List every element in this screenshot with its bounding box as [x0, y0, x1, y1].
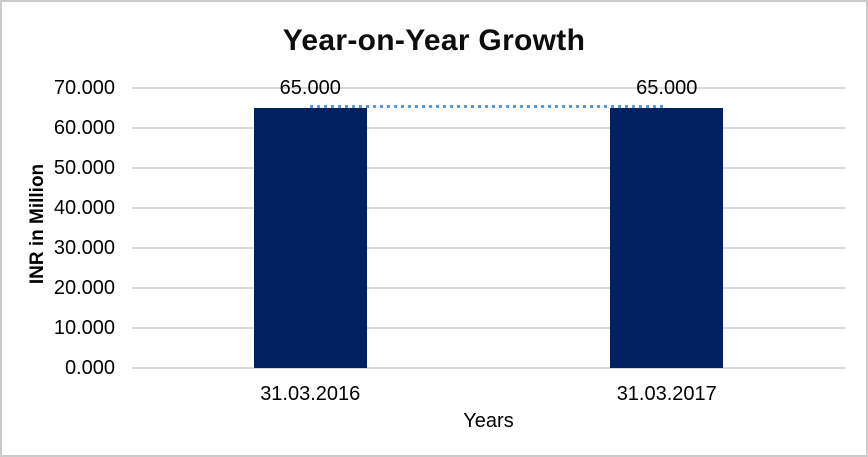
gridline — [132, 287, 845, 289]
gridline — [132, 127, 845, 129]
gridline — [132, 207, 845, 209]
chart-title: Year-on-Year Growth — [282, 24, 586, 57]
gridline — [132, 327, 845, 329]
data-label: 65.000 — [279, 77, 341, 99]
y-tick-label: 10.000 — [53, 317, 115, 339]
gridline — [132, 87, 845, 89]
x-tick-label: 31.03.2016 — [260, 383, 361, 405]
y-tick-label: 60.000 — [53, 117, 115, 139]
gridline — [132, 167, 845, 169]
gridline — [132, 367, 845, 369]
y-tick-label: 70.000 — [53, 77, 115, 99]
x-tick-label: 31.03.2017 — [616, 383, 717, 405]
x-axis-title: Years — [463, 410, 514, 432]
bar-31.03.2017 — [610, 108, 724, 368]
y-tick-label: 50.000 — [53, 157, 115, 179]
y-axis-tick-labels: 0.000 10.000 20.000 30.000 40.000 50.000 60.00… — [2, 2, 115, 455]
data-label: 65.000 — [636, 77, 698, 99]
y-tick-label: 0.000 — [64, 357, 115, 379]
y-tick-label: 20.000 — [53, 277, 115, 299]
dotted-trend-line — [310, 105, 667, 108]
plot-area: 65.000 65.000 — [132, 78, 845, 369]
gridline — [132, 247, 845, 249]
bar-31.03.2016 — [253, 108, 367, 368]
y-tick-label: 30.000 — [53, 237, 115, 259]
x-axis-category-labels: 31.03.2016 31.03.2017 — [132, 384, 845, 408]
y-tick-label: 40.000 — [53, 197, 115, 219]
